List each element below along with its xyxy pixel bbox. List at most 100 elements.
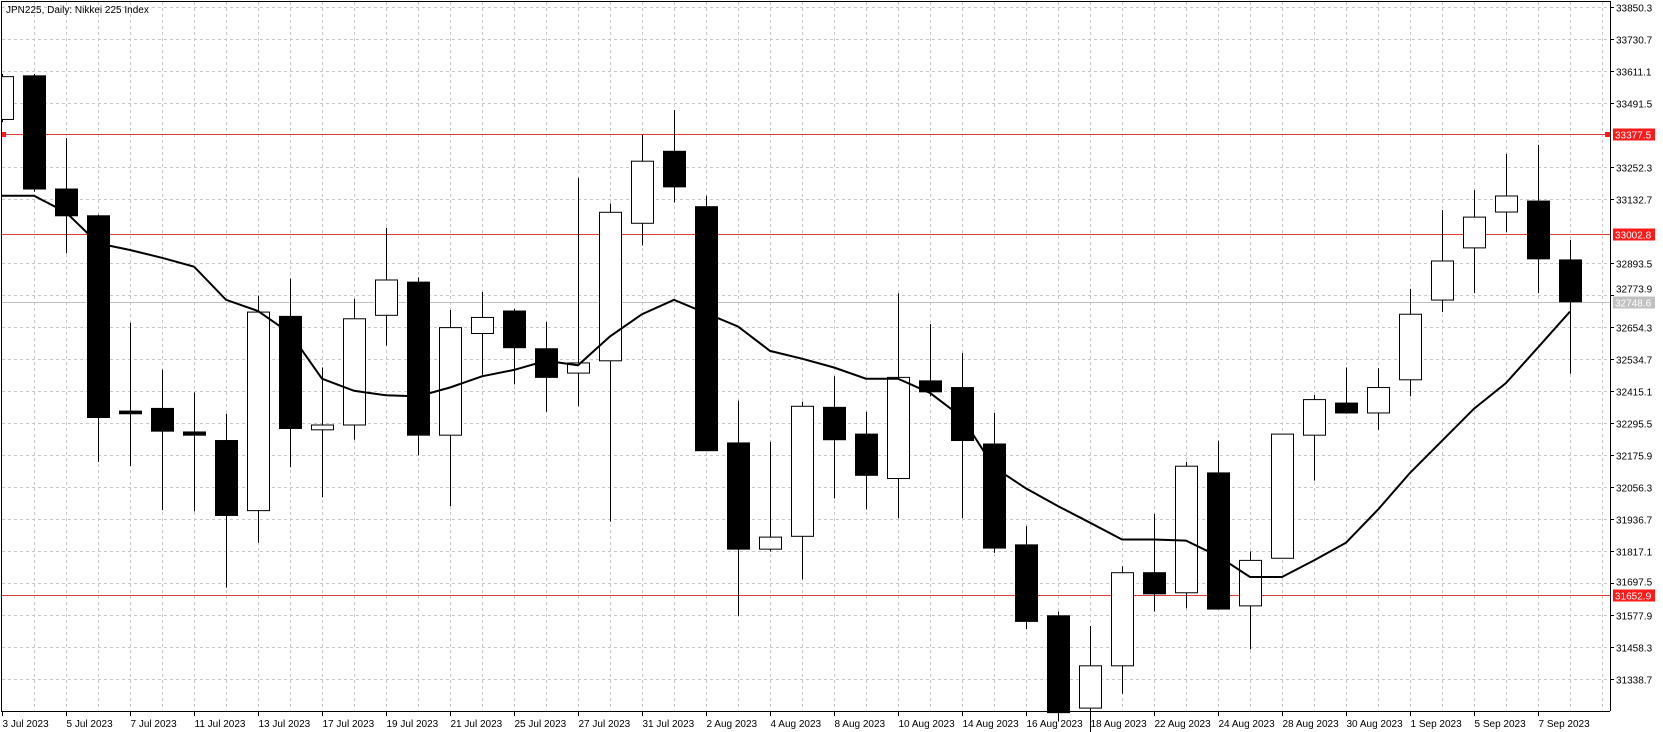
candle-body-10 Jul	[151, 407, 174, 432]
candle-body-23 Aug	[1175, 465, 1198, 594]
candle-body-11 Jul	[183, 431, 206, 436]
candle-body-7 Aug	[791, 405, 814, 537]
level-label-bg	[1613, 296, 1655, 309]
x-tick-label: 10 Aug 2023	[899, 719, 956, 730]
x-tick-label: 27 Jul 2023	[579, 719, 631, 730]
x-tick-label: 3 Jul 2023	[3, 719, 50, 730]
level-label-bg	[1613, 228, 1655, 241]
candle-body-13 Jul	[247, 311, 270, 512]
candle-body-18 Jul	[343, 318, 366, 426]
x-tick-label: 13 Jul 2023	[259, 719, 311, 730]
candle-body-28 Jul	[599, 211, 622, 362]
level-anchor	[1, 132, 6, 137]
candle-body-20 Jul	[407, 281, 430, 436]
x-tick-label: 30 Aug 2023	[1347, 719, 1404, 730]
x-tick-label: 18 Aug 2023	[1091, 719, 1148, 730]
candle-body-25 Aug	[1239, 559, 1262, 607]
y-tick-label: 31458.3	[1616, 644, 1653, 655]
x-tick-label: 24 Aug 2023	[1219, 719, 1276, 730]
x-tick-label: 25 Jul 2023	[515, 719, 567, 730]
level-label: 31652.9	[1615, 592, 1652, 603]
x-tick-label: 8 Aug 2023	[835, 719, 886, 730]
y-tick-label: 32534.7	[1616, 356, 1653, 367]
candle-body-17 Jul	[311, 424, 334, 431]
x-tick-label: 7 Jul 2023	[131, 719, 178, 730]
grid	[2, 2, 1610, 711]
candle-body-14 Jul	[279, 315, 302, 429]
y-tick-label: 31817.1	[1616, 548, 1653, 559]
candle-body-17 Aug	[1047, 615, 1070, 714]
candle-body-6 Jul	[87, 215, 110, 419]
candle-body-30 Aug	[1335, 402, 1358, 414]
candle-body-16 Aug	[1015, 544, 1038, 622]
x-tick-label: 17 Jul 2023	[323, 719, 375, 730]
y-tick-label: 33611.1	[1616, 68, 1652, 79]
level-label: 33002.8	[1615, 231, 1652, 242]
x-tick-label: 4 Aug 2023	[771, 719, 822, 730]
x-tick-label: 5 Sep 2023	[1475, 719, 1527, 730]
candle-body-4 Jul	[23, 75, 46, 190]
level-label: 32748.6	[1615, 299, 1652, 310]
moving-average-line	[2, 194, 1571, 578]
y-tick-label: 33132.7	[1616, 196, 1653, 207]
y-tick-label: 33491.5	[1616, 100, 1653, 111]
x-tick-label: 21 Jul 2023	[451, 719, 503, 730]
candle-body-7 Jul	[119, 410, 142, 415]
candle-body-14 Aug	[951, 387, 974, 442]
candle-body-25 Jul	[503, 310, 526, 349]
candle-body-6 Sep	[1495, 195, 1518, 213]
candle-body-2 Aug	[695, 206, 718, 452]
candle-body-29 Aug	[1303, 399, 1326, 436]
level-anchor	[1605, 132, 1610, 137]
x-tick-label: 5 Jul 2023	[67, 719, 114, 730]
candle-body-3 Jul	[0, 76, 14, 120]
y-tick-label: 32893.5	[1616, 260, 1653, 271]
price-levels	[1, 132, 1610, 596]
y-tick-label: 32175.9	[1616, 452, 1653, 463]
level-label-bg	[1613, 128, 1655, 141]
x-tick-label: 14 Aug 2023	[963, 719, 1020, 730]
candle-body-24 Jul	[471, 316, 494, 335]
y-tick-label: 32654.3	[1616, 324, 1653, 335]
candle-body-7 Sep	[1527, 200, 1550, 260]
candle-body-8 Aug	[823, 406, 846, 441]
level-label: 33377.5	[1615, 131, 1652, 142]
y-tick-label: 33730.7	[1616, 36, 1653, 47]
x-tick-label: 2 Aug 2023	[707, 719, 758, 730]
candle-body-31 Aug	[1367, 387, 1390, 414]
x-tick-label: 31 Jul 2023	[643, 719, 695, 730]
y-tick-label: 32295.5	[1616, 420, 1653, 431]
candle-body-12 Jul	[215, 440, 238, 516]
candle-body-31 Jul	[631, 160, 654, 224]
candle-body-9 Aug	[855, 433, 878, 476]
candle-body-21 Jul	[439, 327, 462, 436]
candle-body-11 Aug	[919, 380, 942, 393]
level-label-bg	[1613, 589, 1655, 602]
candle-body-8 Sep	[1559, 259, 1582, 303]
y-tick-label: 31936.7	[1616, 516, 1653, 527]
y-tick-label: 32056.3	[1616, 484, 1653, 495]
candles	[0, 73, 1582, 732]
x-tick-label: 22 Aug 2023	[1155, 719, 1212, 730]
x-tick-label: 11 Jul 2023	[195, 719, 246, 730]
x-tick-label: 7 Sep 2023	[1539, 719, 1591, 730]
candle-body-15 Aug	[983, 443, 1006, 549]
candle-body-21 Aug	[1111, 572, 1134, 667]
candle-body-10 Aug	[887, 376, 910, 480]
x-tick-label: 16 Aug 2023	[1027, 719, 1084, 730]
candle-body-24 Aug	[1207, 472, 1230, 610]
y-tick-label: 31338.7	[1616, 676, 1653, 687]
candle-body-4 Aug	[759, 536, 782, 550]
y-tick-label: 33850.3	[1616, 4, 1653, 15]
candle-body-19 Jul	[375, 279, 398, 316]
x-tick-label: 28 Aug 2023	[1283, 719, 1340, 730]
candle-body-18 Aug	[1079, 665, 1102, 709]
y-tick-label: 31577.9	[1616, 612, 1653, 623]
x-tick-label: 1 Sep 2023	[1411, 719, 1463, 730]
y-tick-label: 32773.9	[1616, 285, 1653, 296]
y-tick-label: 32415.1	[1616, 388, 1653, 399]
candle-body-1 Aug	[663, 150, 686, 188]
candle-body-22 Aug	[1143, 572, 1166, 595]
